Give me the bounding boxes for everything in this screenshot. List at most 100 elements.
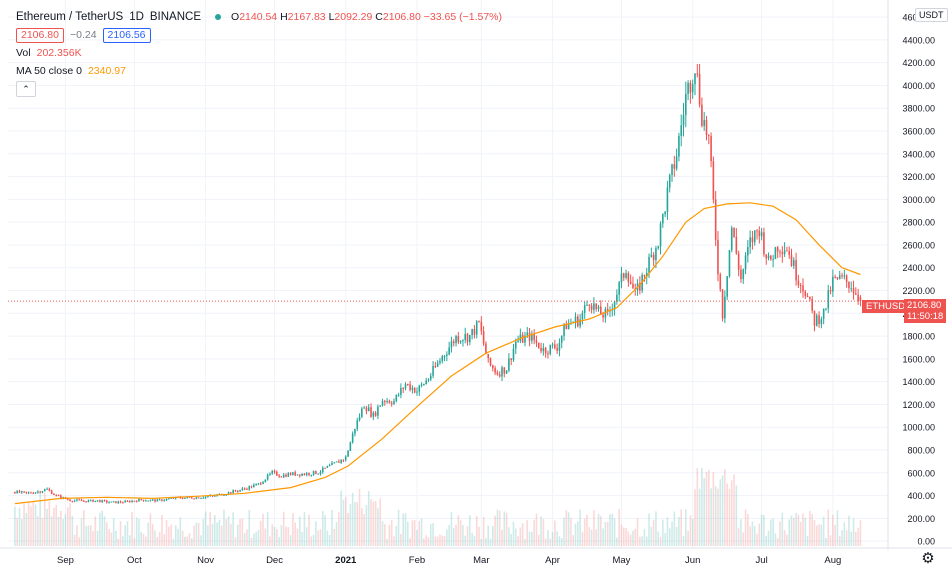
x-tick-label: Sep (57, 555, 74, 566)
currency-label[interactable]: USDT (915, 8, 948, 22)
volume-bar (845, 530, 848, 546)
candle-body (501, 367, 503, 377)
candle-body (602, 314, 604, 318)
gear-icon[interactable]: ⚙ (921, 550, 935, 567)
candle-body (344, 456, 347, 460)
volume-bar (147, 522, 149, 546)
candle-body (537, 342, 540, 348)
volume-bar (151, 524, 154, 546)
volume-bar (820, 524, 823, 546)
ask-price[interactable]: 2106.56 (102, 27, 151, 43)
volume-value: 202.356K (36, 47, 82, 59)
candle-body (811, 299, 813, 311)
volume-bar (110, 532, 113, 546)
volume-bar (131, 511, 133, 546)
volume-bar (351, 492, 354, 546)
ma-legend[interactable]: MA 50 close 0 2340.97 (16, 65, 126, 77)
candle-body (616, 294, 618, 302)
volume-bar (319, 529, 322, 546)
volume-bar (326, 530, 329, 546)
volume-bar (193, 525, 195, 546)
candle-body (535, 340, 538, 343)
volume-bar (446, 529, 448, 546)
volume-bar (721, 475, 724, 546)
volume-bar (728, 488, 731, 546)
candle-body (53, 493, 55, 495)
candle-body (372, 412, 375, 417)
candle-body (542, 347, 545, 352)
volume-bar (462, 525, 464, 546)
candle-body (211, 495, 214, 497)
volume-bar (255, 531, 257, 546)
volume-bar (498, 510, 501, 546)
volume-bar (811, 514, 813, 546)
candle-body (786, 250, 788, 252)
candle-body (503, 367, 506, 374)
candle-body (645, 272, 648, 277)
candle-body (315, 470, 317, 474)
volume-bar (386, 538, 388, 546)
candle-body (292, 472, 294, 475)
volume-bar (73, 534, 76, 546)
volume-bar (294, 522, 297, 546)
candle-body (790, 254, 793, 266)
chevron-up-icon[interactable]: ⌃ (16, 81, 36, 97)
volume-bar (179, 517, 182, 546)
volume-bar (705, 471, 708, 546)
candle-body (76, 499, 78, 501)
volume-bar (471, 532, 473, 546)
candle-body (770, 255, 772, 260)
candle-body (103, 500, 106, 502)
volume-bar (701, 467, 703, 546)
candle-body (597, 306, 600, 309)
volume-bar (390, 520, 393, 546)
candle-body (367, 407, 370, 412)
candle-body (443, 355, 446, 357)
volume-bar (492, 525, 494, 546)
candle-body (156, 499, 159, 502)
y-tick-label: 1600.00 (902, 354, 935, 364)
volume-bar (848, 515, 850, 546)
volume-bar (317, 530, 319, 546)
candle-body (425, 380, 427, 385)
candle-body (99, 500, 101, 503)
candle-body (112, 501, 115, 503)
candle-body (119, 501, 122, 503)
volume-bar (469, 515, 471, 546)
volume-legend[interactable]: Vol 202.356K (16, 47, 82, 59)
bid-price[interactable]: 2106.80 (16, 27, 64, 43)
volume-bar (595, 529, 598, 546)
candle-body (108, 502, 110, 504)
candle-body (747, 247, 749, 256)
candle-body (154, 499, 156, 502)
candle-body (698, 73, 701, 105)
volume-bar (71, 515, 74, 546)
interval[interactable]: 1D (129, 11, 144, 23)
volume-bar (64, 514, 67, 546)
candle-body (452, 341, 455, 344)
candle-body (848, 281, 850, 289)
volume-bar (225, 519, 228, 546)
volume-bar (799, 521, 802, 546)
candle-body (60, 495, 62, 499)
volume-bar (783, 530, 786, 546)
volume-bar (567, 512, 570, 546)
symbol-name[interactable]: Ethereum / TetherUS (16, 11, 124, 23)
volume-bar (349, 504, 352, 546)
volume-bar (367, 490, 370, 546)
volume-bar (126, 521, 129, 546)
candle-body (845, 275, 848, 282)
volume-bar (643, 529, 646, 546)
candle-body (751, 237, 754, 243)
candle-body (287, 473, 290, 477)
volume-bar (503, 511, 506, 546)
volume-bar (832, 514, 834, 546)
volume-bar (209, 512, 211, 546)
candle-body (161, 499, 163, 501)
volume-bar (154, 530, 156, 546)
candle-body (843, 275, 846, 277)
volume-bar (710, 488, 712, 546)
candle-body (455, 336, 457, 344)
candle-body (142, 499, 145, 501)
